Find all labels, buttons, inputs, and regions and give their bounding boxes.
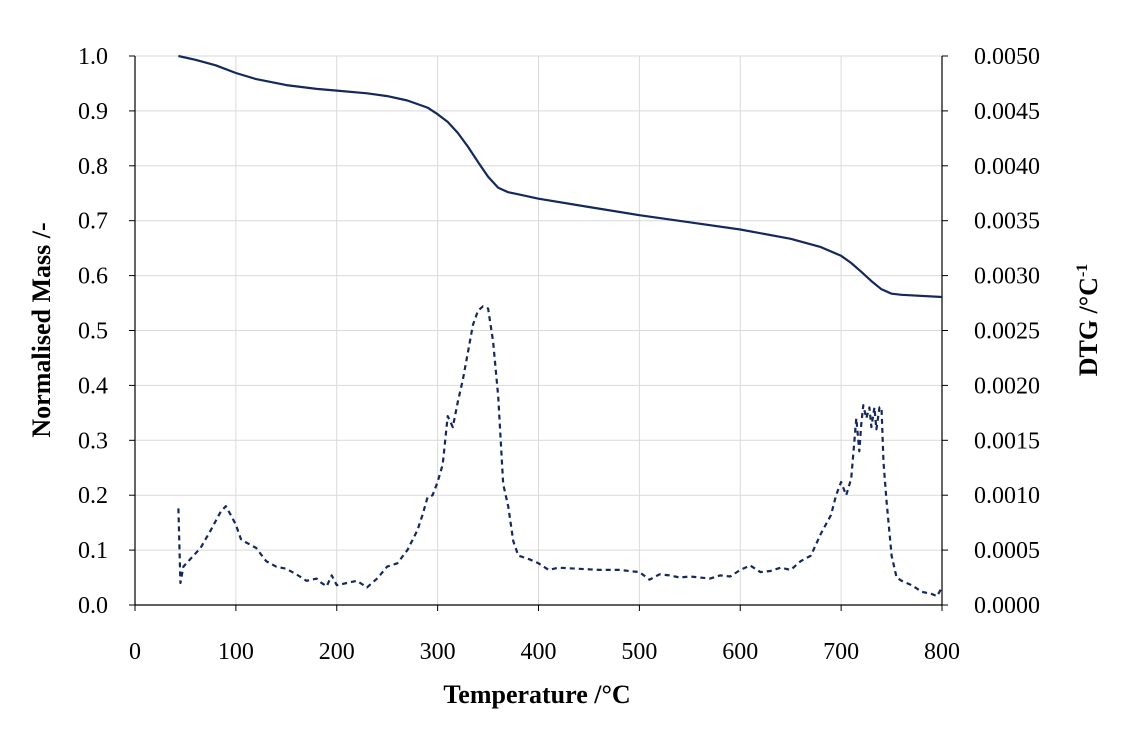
- y2-axis-title-superscript: -1: [1074, 264, 1091, 277]
- y-tick-label: 0.4: [78, 373, 108, 399]
- y-tick-label: 0.1: [78, 538, 108, 564]
- x-axis-title: Temperature /°C: [443, 680, 630, 709]
- x-tick-label: 500: [621, 639, 657, 665]
- x-tick-label: 300: [420, 639, 456, 665]
- y-tick-label: 0.2: [78, 483, 108, 509]
- y2-tick-label: 0.0020: [974, 373, 1040, 399]
- y2-tick-label: 0.0050: [974, 44, 1040, 70]
- y-tick-label: 0.9: [78, 99, 108, 125]
- y2-axis-title: DTG /°C-1: [1074, 264, 1103, 377]
- grid-layer: [135, 55, 943, 605]
- x-tick-label: 600: [722, 639, 758, 665]
- y2-tick-label: 0.0005: [974, 538, 1040, 564]
- y-axis-title: Normalised Mass /-: [27, 222, 56, 437]
- x-tick-label: 100: [218, 639, 254, 665]
- mass-series-line: [178, 54, 943, 299]
- y2-tick-label: 0.0015: [974, 428, 1040, 454]
- y2-tick-label: 0.0040: [974, 154, 1040, 180]
- axis-layer: [129, 55, 948, 611]
- y2-axis-title-main: DTG /°C: [1074, 277, 1103, 376]
- y2-tick-label: 0.0030: [974, 264, 1040, 290]
- series-layer: [177, 54, 943, 598]
- y2-tick-label: 0.0035: [974, 209, 1040, 235]
- tick-label-layer: 0 100 200 300 400 500 600 700 800 0.0 0.1 0.2 0.3 0.4…: [78, 44, 1040, 665]
- x-tick-label: 0: [129, 639, 141, 665]
- y-tick-label: 0.0: [78, 593, 108, 619]
- x-tick-label: 700: [823, 639, 859, 665]
- y2-tick-label: 0.0045: [974, 99, 1040, 125]
- x-tick-label: 400: [521, 639, 557, 665]
- x-tick-label: 200: [319, 639, 355, 665]
- y-tick-label: 0.7: [78, 209, 108, 235]
- y-tick-label: 1.0: [78, 44, 108, 70]
- y-tick-label: 0.6: [78, 264, 108, 290]
- y2-tick-label: 0.0025: [974, 319, 1040, 345]
- dtg-series-line: [177, 305, 943, 598]
- x-tick-label: 800: [924, 639, 960, 665]
- y-tick-label: 0.5: [78, 319, 108, 345]
- y-tick-label: 0.3: [78, 428, 108, 454]
- y2-tick-label: 0.0010: [974, 483, 1040, 509]
- y-tick-label: 0.8: [78, 154, 108, 180]
- y2-tick-label: 0.0000: [974, 593, 1040, 619]
